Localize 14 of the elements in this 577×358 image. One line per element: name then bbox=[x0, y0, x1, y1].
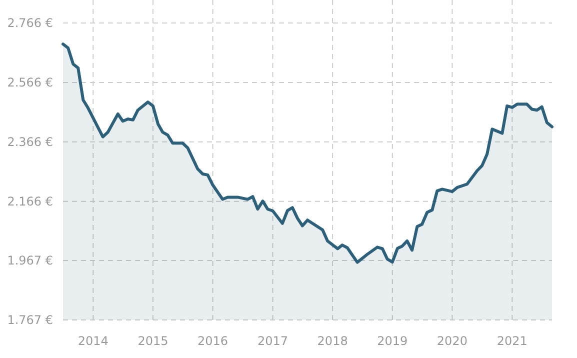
x-tick-label: 2020 bbox=[436, 334, 468, 348]
y-tick-label: 2.366 € bbox=[7, 135, 53, 150]
y-tick-label: 2.566 € bbox=[7, 76, 53, 90]
y-tick-label: 2.766 € bbox=[7, 16, 53, 30]
y-tick-label: 2.166 € bbox=[7, 194, 53, 209]
y-tick-label: 1.967 € bbox=[7, 254, 53, 268]
x-tick-label: 2018 bbox=[317, 334, 348, 348]
x-tick-label: 2021 bbox=[496, 334, 528, 348]
x-tick-label: 2019 bbox=[377, 334, 408, 348]
y-tick-label: 1.767 € bbox=[7, 313, 53, 328]
x-tick-label: 2017 bbox=[257, 334, 288, 348]
x-tick-label: 2016 bbox=[198, 334, 228, 348]
x-tick-label: 2015 bbox=[138, 334, 168, 348]
x-tick-label: 2014 bbox=[78, 334, 108, 348]
